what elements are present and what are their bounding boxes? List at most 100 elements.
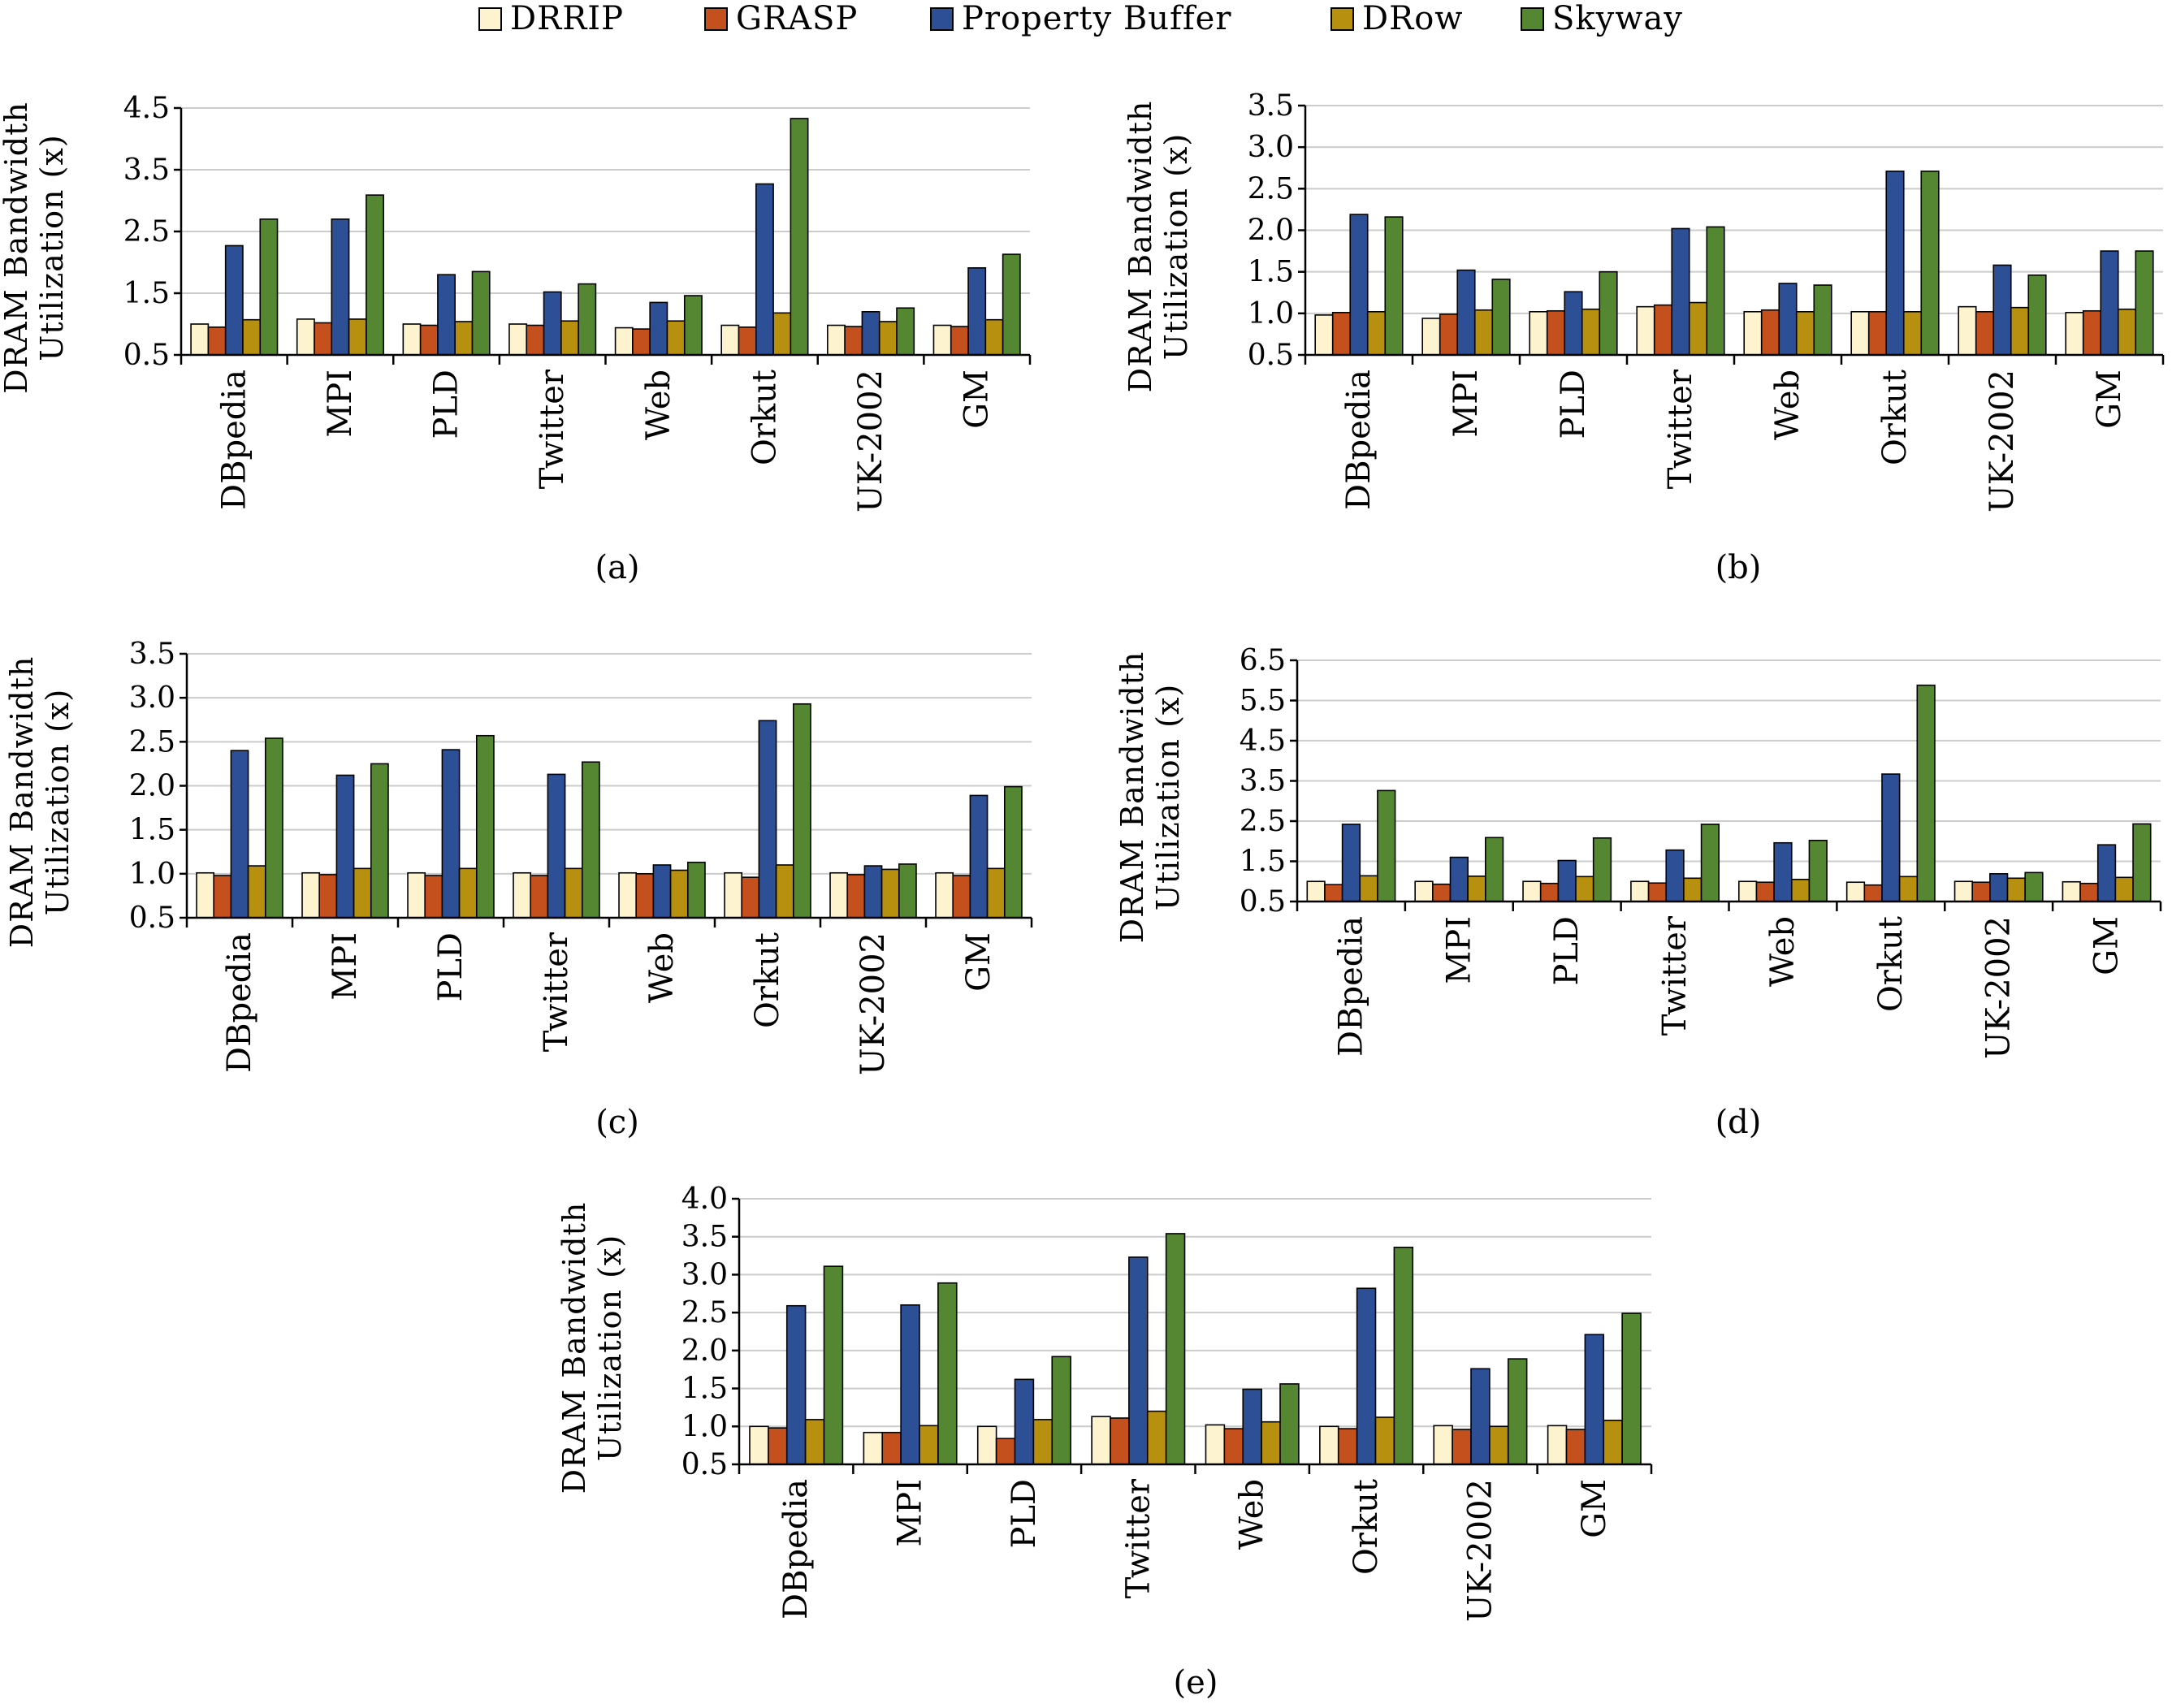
bar-grasp bbox=[1331, 312, 1352, 356]
chart-panel: 0.5 1.5 2.5 3.5 4.5 DBpedia MPI PLD Twitter Web Or… bbox=[0, 92, 1032, 586]
bar-property-buffer bbox=[1885, 171, 1905, 356]
y-axis-label: Utilization (x) bbox=[1158, 133, 1194, 360]
bar-drow bbox=[458, 867, 478, 919]
y-tick-label: 0.5 bbox=[681, 1448, 728, 1481]
x-tick-label: Orkut bbox=[1872, 916, 1910, 1012]
bar-drow bbox=[1688, 301, 1708, 356]
bar-drrip bbox=[1529, 310, 1548, 356]
legend-label: DRRIP bbox=[510, 0, 624, 37]
bar-drrip bbox=[1547, 1425, 1568, 1465]
bar-grasp bbox=[1337, 1428, 1358, 1465]
x-tick-label: MPI bbox=[322, 370, 359, 438]
panel-caption: (b) bbox=[1716, 549, 1762, 586]
bar-property-buffer bbox=[1356, 1287, 1377, 1465]
bar-skyway bbox=[1279, 1383, 1300, 1465]
bar-drrip bbox=[1522, 880, 1542, 902]
bar-drow bbox=[1261, 1420, 1281, 1465]
legend-swatch bbox=[1521, 7, 1544, 31]
bar-drrip bbox=[513, 871, 532, 919]
bar-skyway bbox=[578, 283, 597, 356]
bar-grasp bbox=[1647, 882, 1668, 902]
y-axis-label: DRAM Bandwidth bbox=[4, 656, 40, 949]
x-tick-label: Twitter bbox=[534, 369, 571, 489]
chart-panel: 0.5 1.5 2.5 3.5 4.5 5.5 6.5 DBpedia MPI PLD Twitte… bbox=[1114, 644, 2162, 1141]
y-tick-label: 3.5 bbox=[1240, 765, 1286, 798]
bar-drow bbox=[247, 865, 266, 919]
bar-grasp bbox=[950, 326, 969, 356]
bar-skyway bbox=[1700, 824, 1720, 902]
legend-swatch bbox=[478, 7, 502, 31]
bar-property-buffer bbox=[1992, 264, 2012, 356]
bar-drrip bbox=[1091, 1416, 1111, 1465]
bar-grasp bbox=[741, 876, 760, 919]
legend: DRRIP GRASP Property Buffer DRow Skyway bbox=[478, 0, 1683, 37]
bar-drrip bbox=[1433, 1425, 1453, 1465]
bar-drow bbox=[669, 869, 689, 919]
bar-drow bbox=[1581, 308, 1601, 356]
bar-property-buffer bbox=[1014, 1378, 1035, 1465]
bar-skyway bbox=[1384, 216, 1404, 356]
x-tick-label: MPI bbox=[1447, 370, 1485, 438]
x-tick-label: PLD bbox=[1555, 370, 1592, 439]
bar-skyway bbox=[1599, 270, 1618, 356]
panel-caption: (a) bbox=[595, 549, 639, 586]
bar-skyway bbox=[683, 295, 703, 356]
y-tick-label: 2.5 bbox=[681, 1296, 728, 1330]
bar-property-buffer bbox=[1881, 773, 1901, 902]
bar-drow bbox=[804, 1419, 825, 1465]
bar-grasp bbox=[1760, 309, 1780, 356]
bar-skyway bbox=[1813, 284, 1832, 356]
x-tick-label: DBpedia bbox=[215, 370, 253, 510]
bar-drrip bbox=[2062, 880, 2081, 902]
y-tick-label: 2.0 bbox=[681, 1334, 728, 1368]
legend-swatch bbox=[930, 7, 954, 31]
y-tick-label: 0.5 bbox=[129, 902, 175, 935]
bar-skyway bbox=[475, 734, 495, 919]
bar-drrip bbox=[402, 323, 422, 356]
bar-drrip bbox=[827, 324, 846, 356]
bar-drrip bbox=[1954, 880, 1973, 902]
y-tick-label: 4.5 bbox=[123, 92, 170, 125]
bar-drow bbox=[1146, 1410, 1167, 1465]
x-tick-label: Twitter bbox=[538, 932, 575, 1052]
y-tick-label: 2.5 bbox=[123, 215, 170, 249]
bar-drrip bbox=[724, 871, 743, 919]
bar-skyway bbox=[1165, 1233, 1186, 1465]
bar-drow bbox=[1032, 1419, 1054, 1465]
bar-grasp bbox=[1432, 883, 1452, 902]
y-axis-label: DRAM Bandwidth bbox=[1123, 101, 1158, 393]
bar-skyway bbox=[937, 1282, 958, 1465]
legend-label: Property Buffer bbox=[962, 0, 1231, 37]
bar-drow bbox=[2117, 308, 2137, 356]
bar-drrip bbox=[1958, 305, 1977, 356]
chart-panel: 0.5 1.0 1.5 2.0 2.5 3.0 3.5 DBpedia MPI PLD Twitte… bbox=[1123, 89, 2165, 586]
bar-skyway bbox=[823, 1265, 844, 1465]
bar-drow bbox=[919, 1425, 939, 1465]
y-tick-label: 5.5 bbox=[1240, 685, 1286, 718]
bar-property-buffer bbox=[900, 1304, 920, 1465]
bar-skyway bbox=[370, 763, 389, 919]
y-tick-label: 6.5 bbox=[1240, 644, 1286, 677]
bar-property-buffer bbox=[861, 310, 880, 356]
y-tick-label: 1.5 bbox=[1248, 256, 1294, 289]
bar-drrip bbox=[407, 871, 426, 919]
bar-property-buffer bbox=[1449, 856, 1469, 902]
bar-property-buffer bbox=[969, 794, 989, 919]
bar-skyway bbox=[366, 194, 384, 356]
bar-skyway bbox=[1916, 684, 1936, 902]
bar-skyway bbox=[792, 703, 811, 919]
bar-skyway bbox=[1920, 171, 1940, 356]
y-axis-label: DRAM Bandwidth bbox=[556, 1202, 592, 1494]
bar-drrip bbox=[1414, 880, 1434, 902]
bar-drrip bbox=[614, 326, 634, 356]
legend-label: Skyway bbox=[1552, 0, 1683, 37]
bar-grasp bbox=[1863, 884, 1883, 902]
bar-skyway bbox=[259, 218, 279, 356]
bar-property-buffer bbox=[230, 750, 249, 919]
bar-drrip bbox=[749, 1425, 769, 1465]
bar-drow bbox=[878, 321, 898, 356]
legend-swatch bbox=[1330, 7, 1354, 31]
bar-grasp bbox=[1110, 1417, 1130, 1465]
bar-drrip bbox=[1314, 314, 1334, 356]
bar-drow bbox=[1795, 310, 1815, 356]
